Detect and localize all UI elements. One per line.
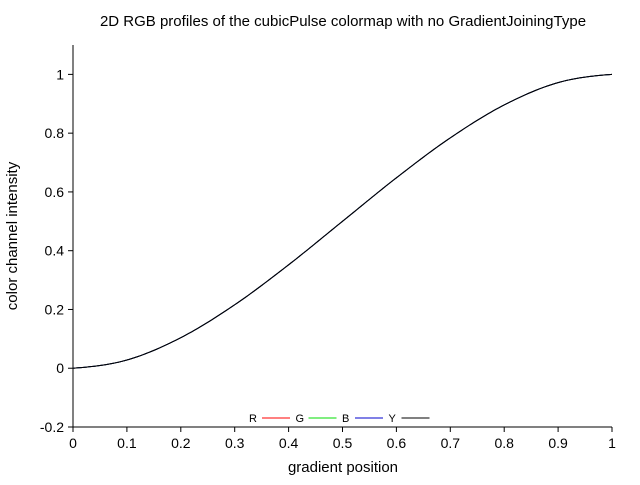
x-tick-label: 1 (608, 435, 616, 451)
y-tick-label: 0.8 (45, 125, 65, 141)
legend-label-Y: Y (389, 413, 397, 425)
x-tick-label: 0.7 (441, 435, 461, 451)
x-tick-label: 0.6 (387, 435, 407, 451)
x-tick-label: 0.5 (333, 435, 353, 451)
y-tick-label: -0.2 (40, 419, 64, 435)
x-tick-label: 0.2 (171, 435, 191, 451)
x-tick-label: 0.3 (225, 435, 245, 451)
plot-area: 0 0.1 0.2 0.3 0.4 0.5 0.6 0.7 0.8 0.9 1 -0.2 0 0.2 0.4… (40, 45, 616, 451)
legend-label-G: G (296, 413, 305, 425)
x-tick-label: 0.1 (117, 435, 137, 451)
x-tick-label: 0.8 (494, 435, 514, 451)
legend-label-B: B (342, 413, 349, 425)
x-tick-label: 0 (69, 435, 77, 451)
y-tick-label: 0 (56, 360, 64, 376)
chart-title: 2D RGB profiles of the cubicPulse colorm… (100, 13, 586, 30)
series-line-Y (72, 73, 613, 369)
y-axis-label: color channel intensity (4, 161, 21, 310)
x-tick-label: 0.9 (548, 435, 568, 451)
y-tick-label: 0.4 (45, 243, 65, 259)
y-tick-label: 0.6 (45, 184, 65, 200)
y-tick-label: 1 (56, 66, 64, 82)
x-axis-label: gradient position (288, 459, 398, 476)
legend-label-R: R (249, 413, 257, 425)
y-tick-label: 0.2 (45, 301, 65, 317)
x-tick-label: 0.4 (279, 435, 299, 451)
